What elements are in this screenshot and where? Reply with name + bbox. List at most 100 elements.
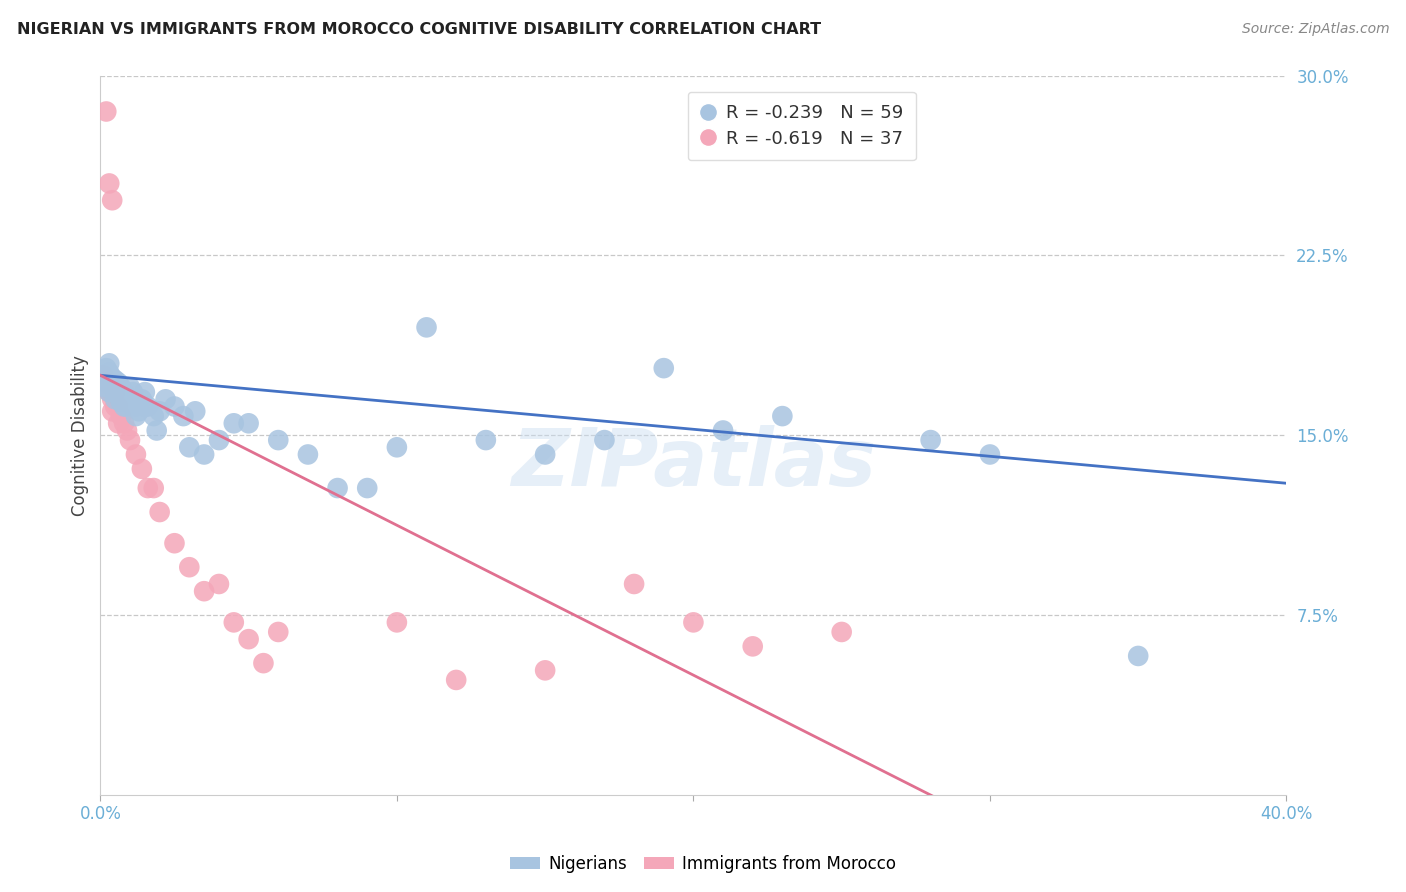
Point	[107, 376, 129, 390]
Point	[134, 385, 156, 400]
Point	[149, 505, 172, 519]
Point	[122, 385, 145, 400]
Point	[222, 417, 245, 431]
Point	[142, 481, 165, 495]
Point	[104, 400, 127, 414]
Point	[98, 376, 121, 390]
Point	[534, 448, 557, 462]
Point	[101, 404, 124, 418]
Point	[110, 394, 132, 409]
Point	[91, 368, 114, 383]
Point	[155, 392, 177, 407]
Point	[979, 448, 1001, 462]
Point	[238, 632, 260, 647]
Point	[96, 361, 118, 376]
Point	[136, 400, 159, 414]
Point	[98, 177, 121, 191]
Point	[193, 584, 215, 599]
Point	[534, 664, 557, 678]
Point	[267, 433, 290, 447]
Point	[128, 404, 150, 418]
Point	[415, 320, 437, 334]
Point	[96, 380, 118, 394]
Point	[831, 624, 853, 639]
Point	[711, 424, 734, 438]
Point	[163, 536, 186, 550]
Legend: R = -0.239   N = 59, R = -0.619   N = 37: R = -0.239 N = 59, R = -0.619 N = 37	[688, 92, 915, 161]
Point	[172, 409, 194, 423]
Point	[179, 560, 201, 574]
Point	[652, 361, 675, 376]
Text: NIGERIAN VS IMMIGRANTS FROM MOROCCO COGNITIVE DISABILITY CORRELATION CHART: NIGERIAN VS IMMIGRANTS FROM MOROCCO COGN…	[17, 22, 821, 37]
Point	[593, 433, 616, 447]
Point	[136, 481, 159, 495]
Point	[385, 615, 408, 630]
Point	[96, 376, 118, 390]
Point	[238, 417, 260, 431]
Point	[98, 366, 121, 380]
Point	[98, 385, 121, 400]
Point	[98, 370, 121, 384]
Point	[110, 380, 132, 394]
Text: Source: ZipAtlas.com: Source: ZipAtlas.com	[1241, 22, 1389, 37]
Point	[96, 380, 118, 394]
Point	[101, 193, 124, 207]
Point	[920, 433, 942, 447]
Point	[208, 577, 231, 591]
Point	[142, 409, 165, 423]
Point	[98, 356, 121, 370]
Point	[623, 577, 645, 591]
Point	[297, 448, 319, 462]
Point	[118, 433, 141, 447]
Point	[91, 368, 114, 383]
Point	[252, 656, 274, 670]
Legend: Nigerians, Immigrants from Morocco: Nigerians, Immigrants from Morocco	[503, 848, 903, 880]
Point	[179, 440, 201, 454]
Point	[115, 424, 138, 438]
Point	[96, 104, 118, 119]
Point	[101, 370, 124, 384]
Point	[1128, 648, 1150, 663]
Point	[444, 673, 467, 687]
Point	[131, 462, 153, 476]
Point	[110, 394, 132, 409]
Point	[326, 481, 349, 495]
Point	[112, 417, 135, 431]
Point	[98, 385, 121, 400]
Point	[101, 392, 124, 407]
Point	[115, 400, 138, 414]
Point	[115, 390, 138, 404]
Point	[125, 448, 148, 462]
Point	[149, 404, 172, 418]
Point	[184, 404, 207, 418]
Point	[356, 481, 378, 495]
Point	[118, 380, 141, 394]
Point	[208, 433, 231, 447]
Point	[131, 392, 153, 407]
Point	[107, 385, 129, 400]
Point	[222, 615, 245, 630]
Point	[101, 380, 124, 394]
Point	[741, 640, 763, 654]
Point	[118, 397, 141, 411]
Point	[125, 400, 148, 414]
Point	[104, 385, 127, 400]
Point	[385, 440, 408, 454]
Point	[112, 400, 135, 414]
Point	[107, 417, 129, 431]
Point	[163, 400, 186, 414]
Point	[112, 385, 135, 400]
Y-axis label: Cognitive Disability: Cognitive Disability	[72, 355, 89, 516]
Point	[125, 409, 148, 423]
Point	[107, 400, 129, 414]
Point	[770, 409, 793, 423]
Point	[104, 373, 127, 387]
Text: ZIPatlas: ZIPatlas	[510, 425, 876, 503]
Point	[104, 392, 127, 407]
Point	[110, 409, 132, 423]
Point	[134, 400, 156, 414]
Point	[475, 433, 498, 447]
Point	[193, 448, 215, 462]
Point	[267, 624, 290, 639]
Point	[145, 424, 167, 438]
